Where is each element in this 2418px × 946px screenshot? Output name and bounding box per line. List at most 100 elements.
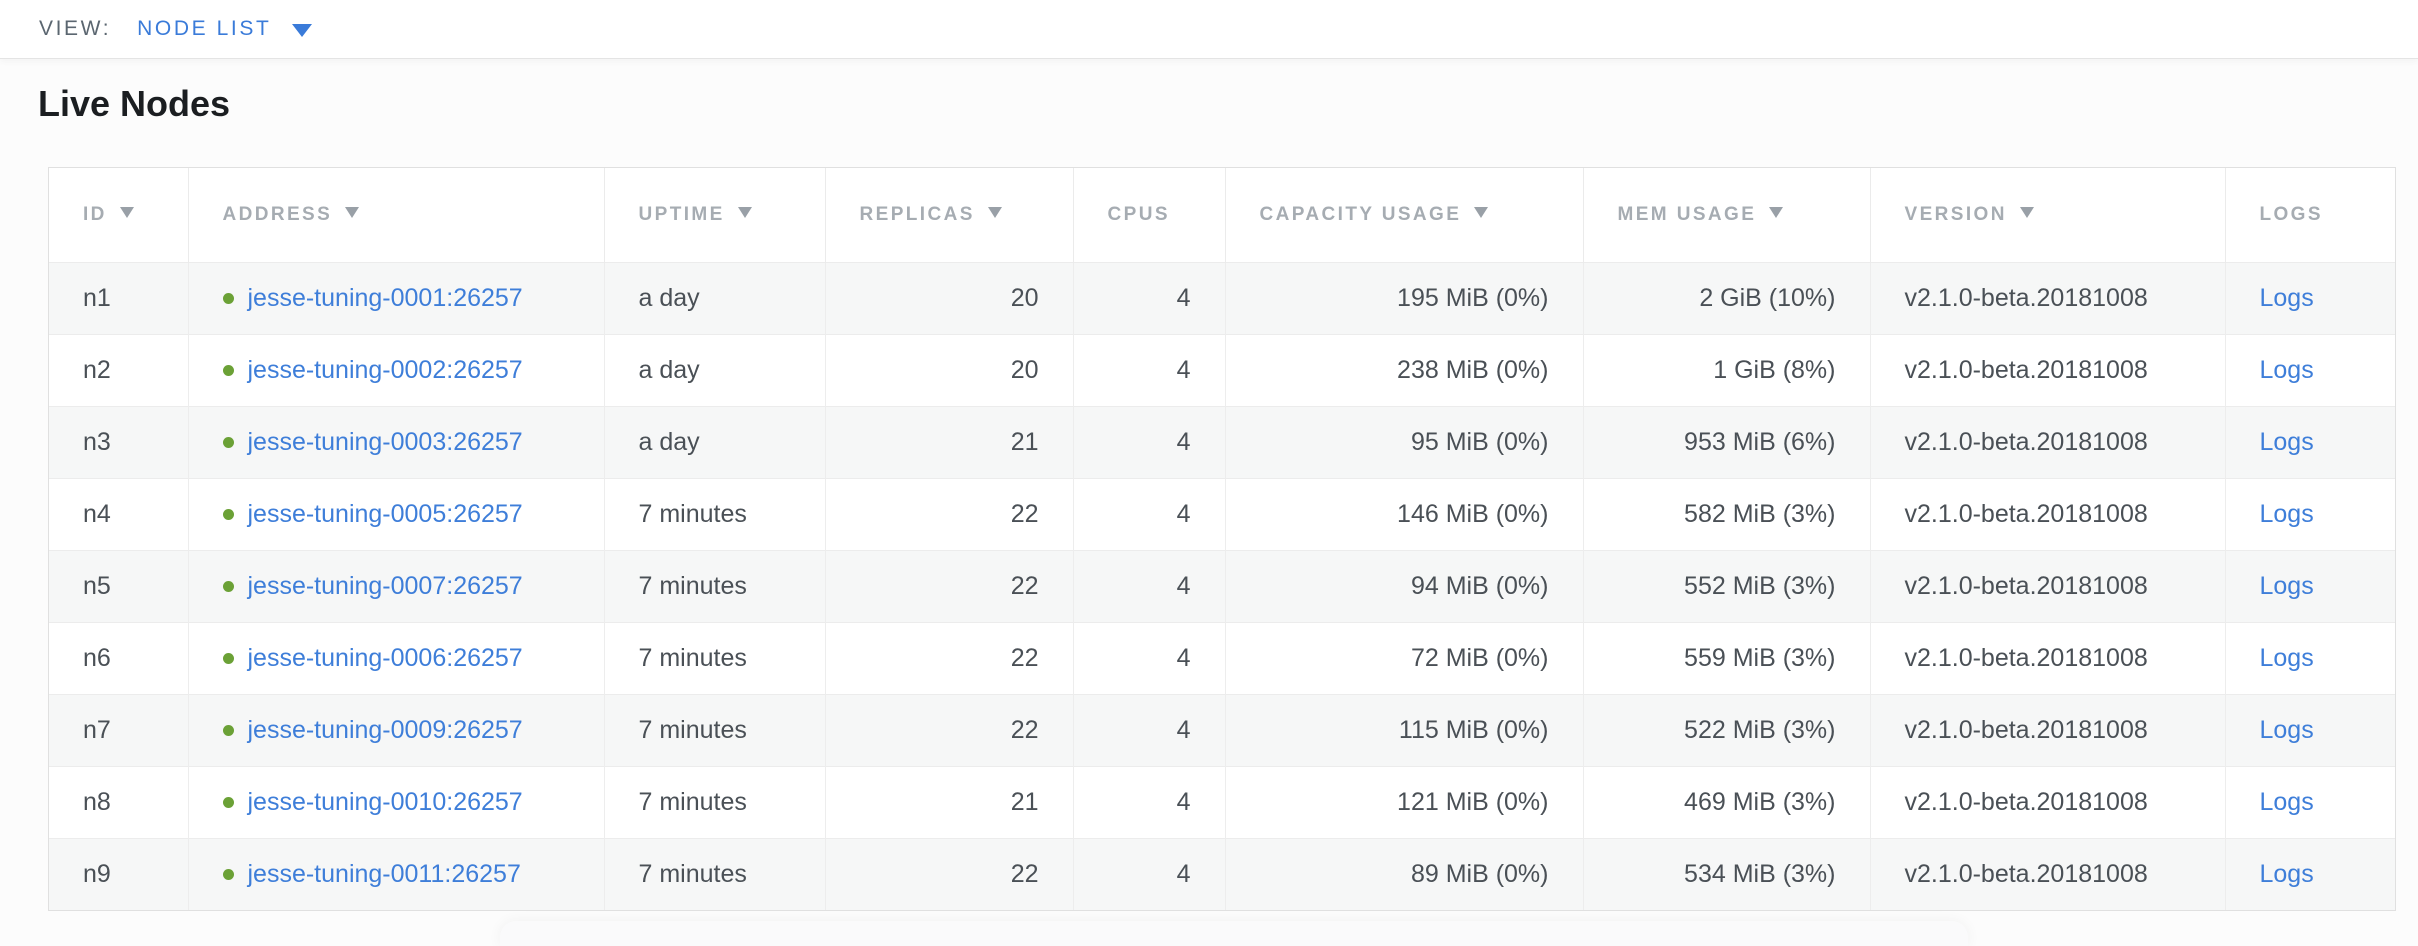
node-address-link[interactable]: jesse-tuning-0009:26257 (247, 715, 523, 744)
mem-usage-cell: 2 GiB (10%) (1583, 262, 1871, 334)
capacity-usage-cell: 115 MiB (0%) (1225, 694, 1584, 766)
logs-link[interactable]: Logs (2259, 571, 2314, 600)
cpus-cell: 4 (1073, 334, 1226, 406)
column-header-mem-usage[interactable]: MEM USAGE (1583, 168, 1871, 262)
node-address-cell: jesse-tuning-0003:26257 (188, 406, 605, 478)
capacity-usage-cell: 95 MiB (0%) (1225, 406, 1584, 478)
table-row: n2 jesse-tuning-0002:26257 a day 20 4 23… (49, 334, 2395, 406)
node-address-link[interactable]: jesse-tuning-0005:26257 (247, 499, 523, 528)
node-address-cell: jesse-tuning-0005:26257 (188, 478, 605, 550)
table-row: n5 jesse-tuning-0007:26257 7 minutes 22 … (49, 550, 2395, 622)
logs-link[interactable]: Logs (2259, 283, 2314, 312)
logs-link[interactable]: Logs (2259, 643, 2314, 672)
cpus-cell: 4 (1073, 694, 1226, 766)
live-nodes-table: ID ADDRESS UPTIME REPLICAS CPUS CAPACITY… (49, 168, 2395, 910)
uptime-cell: a day (604, 406, 826, 478)
healthy-status-icon (222, 436, 234, 448)
cpus-cell: 4 (1073, 838, 1226, 910)
healthy-status-icon (222, 508, 234, 520)
logs-cell: Logs (2225, 838, 2395, 910)
column-header-version[interactable]: VERSION (1870, 168, 2226, 262)
node-address-cell: jesse-tuning-0007:26257 (188, 550, 605, 622)
mem-usage-cell: 552 MiB (3%) (1583, 550, 1871, 622)
node-address-cell: jesse-tuning-0009:26257 (188, 694, 605, 766)
version-cell: v2.1.0-beta.20181008 (1870, 694, 2226, 766)
node-address-link[interactable]: jesse-tuning-0010:26257 (247, 787, 523, 816)
logs-cell: Logs (2225, 550, 2395, 622)
sort-desc-icon (737, 206, 752, 218)
table-row: n8 jesse-tuning-0010:26257 7 minutes 21 … (49, 766, 2395, 838)
column-header-uptime[interactable]: UPTIME (604, 168, 826, 262)
logs-link[interactable]: Logs (2259, 427, 2314, 456)
replicas-cell: 20 (825, 334, 1074, 406)
node-id-cell: n1 (49, 262, 189, 334)
sort-desc-icon (345, 206, 360, 218)
mem-usage-cell: 582 MiB (3%) (1583, 478, 1871, 550)
table-row: n7 jesse-tuning-0009:26257 7 minutes 22 … (49, 694, 2395, 766)
node-address-link[interactable]: jesse-tuning-0006:26257 (247, 643, 523, 672)
healthy-status-icon (222, 796, 234, 808)
cpus-cell: 4 (1073, 622, 1226, 694)
version-cell: v2.1.0-beta.20181008 (1870, 262, 2226, 334)
mem-usage-cell: 469 MiB (3%) (1583, 766, 1871, 838)
healthy-status-icon (222, 724, 234, 736)
logs-cell: Logs (2225, 262, 2395, 334)
cpus-cell: 4 (1073, 406, 1226, 478)
column-header-id[interactable]: ID (49, 168, 189, 262)
logs-link[interactable]: Logs (2259, 355, 2314, 384)
sort-desc-icon (987, 206, 1002, 218)
capacity-usage-cell: 89 MiB (0%) (1225, 838, 1584, 910)
table-row: n6 jesse-tuning-0006:26257 7 minutes 22 … (49, 622, 2395, 694)
version-cell: v2.1.0-beta.20181008 (1870, 838, 2226, 910)
healthy-status-icon (222, 652, 234, 664)
sort-desc-icon (2019, 206, 2034, 218)
node-address-link[interactable]: jesse-tuning-0011:26257 (247, 859, 521, 888)
healthy-status-icon (222, 868, 234, 880)
node-address-cell: jesse-tuning-0002:26257 (188, 334, 605, 406)
logs-cell: Logs (2225, 406, 2395, 478)
node-address-link[interactable]: jesse-tuning-0003:26257 (247, 427, 523, 456)
sort-desc-icon (1769, 206, 1784, 218)
uptime-cell: 7 minutes (604, 838, 826, 910)
capacity-usage-cell: 195 MiB (0%) (1225, 262, 1584, 334)
node-address-link[interactable]: jesse-tuning-0002:26257 (247, 355, 523, 384)
capacity-usage-cell: 238 MiB (0%) (1225, 334, 1584, 406)
node-address-link[interactable]: jesse-tuning-0007:26257 (247, 571, 523, 600)
version-cell: v2.1.0-beta.20181008 (1870, 334, 2226, 406)
uptime-cell: a day (604, 262, 826, 334)
node-id-cell: n4 (49, 478, 189, 550)
logs-link[interactable]: Logs (2259, 787, 2314, 816)
uptime-cell: a day (604, 334, 826, 406)
node-id-cell: n9 (49, 838, 189, 910)
node-address-cell: jesse-tuning-0006:26257 (188, 622, 605, 694)
column-header-capacity-usage[interactable]: CAPACITY USAGE (1225, 168, 1584, 262)
view-selector-value: NODE LIST (137, 17, 272, 40)
cpus-cell: 4 (1073, 766, 1226, 838)
mem-usage-cell: 559 MiB (3%) (1583, 622, 1871, 694)
table-header-row: ID ADDRESS UPTIME REPLICAS CPUS CAPACITY… (49, 168, 2395, 262)
sort-desc-icon (119, 206, 134, 218)
mem-usage-cell: 534 MiB (3%) (1583, 838, 1871, 910)
table-row: n1 jesse-tuning-0001:26257 a day 20 4 19… (49, 262, 2395, 334)
view-selector-dropdown[interactable]: NODE LIST (137, 17, 313, 41)
logs-link[interactable]: Logs (2259, 499, 2314, 528)
logs-link[interactable]: Logs (2259, 859, 2314, 888)
column-header-cpus: CPUS (1073, 168, 1226, 262)
version-cell: v2.1.0-beta.20181008 (1870, 766, 2226, 838)
replicas-cell: 22 (825, 838, 1074, 910)
capacity-usage-cell: 121 MiB (0%) (1225, 766, 1584, 838)
uptime-cell: 7 minutes (604, 622, 826, 694)
node-address-link[interactable]: jesse-tuning-0001:26257 (247, 283, 523, 312)
replicas-cell: 22 (825, 694, 1074, 766)
node-id-cell: n6 (49, 622, 189, 694)
mem-usage-cell: 522 MiB (3%) (1583, 694, 1871, 766)
logs-link[interactable]: Logs (2259, 715, 2314, 744)
node-id-cell: n5 (49, 550, 189, 622)
column-header-replicas[interactable]: REPLICAS (825, 168, 1074, 262)
healthy-status-icon (222, 580, 234, 592)
replicas-cell: 21 (825, 406, 1074, 478)
mem-usage-cell: 1 GiB (8%) (1583, 334, 1871, 406)
node-id-cell: n3 (49, 406, 189, 478)
logs-cell: Logs (2225, 622, 2395, 694)
column-header-address[interactable]: ADDRESS (188, 168, 605, 262)
